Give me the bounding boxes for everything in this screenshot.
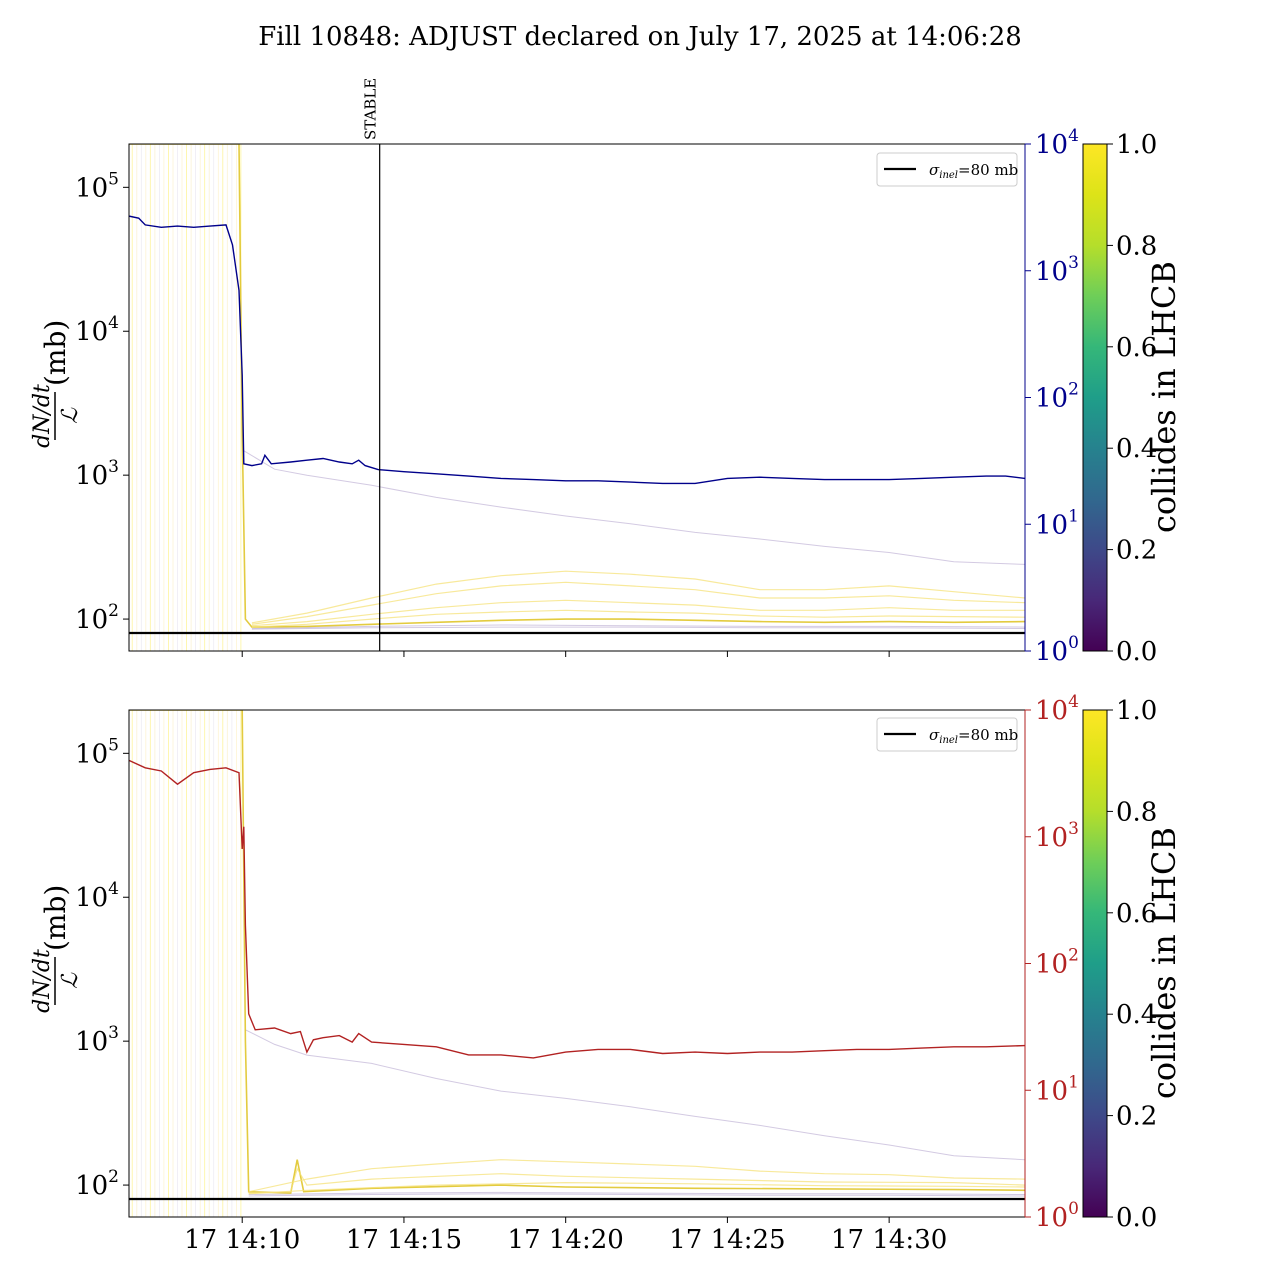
x-tick-label: 17 14:30 <box>831 1225 947 1255</box>
startup-spikes-top <box>131 144 242 651</box>
y-tick-label: 104 <box>75 879 119 913</box>
colorbar-tick-label: 0.6 <box>1116 899 1157 929</box>
y-tick-label: 104 <box>75 313 119 347</box>
bunch-line-colliding <box>248 1159 1025 1193</box>
right-axis-ticks-bottom: 100 101 102 103 104 <box>1025 692 1079 1233</box>
y-tick-label: 103 <box>75 457 119 491</box>
colorbar-bottom: 0.0 0.2 0.4 0.6 0.8 1.0 collides in LHCB <box>1082 696 1183 1233</box>
y-axis-ticks-top: 102 103 104 105 <box>75 169 129 635</box>
legend-bottom: σinel=80 mb <box>876 717 1018 752</box>
bunch-line-noncolliding <box>245 1029 1025 1161</box>
colorbar-tick-label: 0.8 <box>1116 797 1157 827</box>
bunch-line-colliding <box>251 581 1025 625</box>
axes-frame-bottom <box>128 709 1026 1218</box>
bunch-line-noncolliding <box>251 624 1025 629</box>
axes-frame-top <box>128 143 1026 652</box>
bunch-line-noncolliding <box>248 1193 1025 1197</box>
right-tick-label: 104 <box>1035 692 1079 726</box>
x-axis-ticks-top <box>241 651 890 657</box>
y-tick-label: 103 <box>75 1023 119 1057</box>
colorbar-tick-label: 0.2 <box>1116 1102 1157 1132</box>
y-label-numerator-bottom: dN/dt <box>30 949 55 1013</box>
legend-box-bottom <box>876 717 1018 752</box>
colorbar-tick-label: 1.0 <box>1116 696 1157 726</box>
stable-marker-label: STABLE <box>362 78 380 140</box>
legend-box-top <box>876 152 1018 187</box>
colorbar-tick-label: 0.0 <box>1116 1203 1157 1233</box>
bunch-line-colliding <box>129 144 1025 628</box>
y-label-numerator-top: dN/dt <box>30 384 55 448</box>
colorbar-tick-label: 0.2 <box>1116 536 1157 566</box>
y-label-unit-top: (mb) <box>39 320 72 386</box>
panel-top: STABLE 102 103 104 105 100 101 102 103 104 dN/d… <box>30 78 1183 667</box>
bunch-line-colliding <box>129 710 1025 1194</box>
bunch-line-noncolliding <box>251 626 1025 630</box>
bunch-line-colliding <box>251 570 1025 624</box>
colorbar-ticks-bottom: 0.0 0.2 0.4 0.6 0.8 1.0 <box>1107 696 1157 1233</box>
bunch-line-noncolliding <box>248 1191 1025 1195</box>
right-tick-label: 100 <box>1035 633 1079 667</box>
plot-area-bottom <box>129 710 1025 1217</box>
x-tick-label: 17 14:25 <box>669 1225 785 1255</box>
plot-area-top <box>129 144 1025 651</box>
colorbar-tick-label: 0.0 <box>1116 637 1157 667</box>
y-tick-label: 105 <box>75 169 119 203</box>
right-tick-label: 103 <box>1035 819 1079 853</box>
right-axis-ticks-top: 100 101 102 103 104 <box>1025 126 1079 667</box>
colorbar-tick-label: 0.4 <box>1116 1000 1157 1030</box>
y-label-unit-bottom: (mb) <box>39 885 72 951</box>
bunch-lines-bottom <box>129 710 1025 1197</box>
colorbar-top: 0.0 0.2 0.4 0.6 0.8 1.0 collides in LHCB <box>1082 130 1183 667</box>
bunch-lines-top <box>129 144 1025 630</box>
colorbar-label-top: collides in LHCB <box>1145 261 1183 533</box>
bunch-line-colliding <box>251 609 1025 628</box>
y-tick-label: 102 <box>75 1167 119 1201</box>
legend-top: σinel=80 mb <box>876 152 1018 187</box>
y-label-denominator-bottom: ℒ <box>58 972 83 989</box>
y-axis-label-bottom: dN/dt ℒ (mb) <box>30 885 83 1013</box>
x-tick-label: 17 14:15 <box>346 1225 462 1255</box>
colorbar-tick-label: 0.6 <box>1116 333 1157 363</box>
colorbar-tick-label: 0.8 <box>1116 231 1157 261</box>
right-tick-label: 102 <box>1035 380 1079 414</box>
right-tick-label: 101 <box>1035 506 1079 540</box>
legend-label-bottom: σinel=80 mb <box>929 726 1018 746</box>
y-label-denominator-top: ℒ <box>58 407 83 424</box>
y-axis-label-top: dN/dt ℒ (mb) <box>30 320 83 448</box>
right-tick-label: 104 <box>1035 126 1079 160</box>
right-tick-label: 103 <box>1035 253 1079 287</box>
bunch-line-noncolliding <box>241 449 1025 565</box>
bunch-line-colliding <box>251 599 1025 627</box>
x-axis-ticks-bottom: 17 14:10 17 14:15 17 14:20 17 14:25 17 14:30 <box>184 1217 947 1255</box>
colorbar-tick-label: 0.4 <box>1116 434 1157 464</box>
y-tick-label: 105 <box>75 735 119 769</box>
chart-title: Fill 10848: ADJUST declared on July 17, … <box>258 22 1022 52</box>
colorbar-gradient-top <box>1082 143 1108 652</box>
beam-intensity-line-top <box>129 215 1025 485</box>
right-tick-label: 100 <box>1035 1199 1079 1233</box>
bunch-line-colliding <box>248 1167 1025 1194</box>
beam-intensity-line-bottom <box>129 759 1025 1059</box>
legend-label-top: σinel=80 mb <box>929 161 1018 181</box>
x-tick-label: 17 14:20 <box>508 1225 624 1255</box>
right-tick-label: 102 <box>1035 946 1079 980</box>
bunch-line-colliding <box>248 1181 1025 1195</box>
startup-spikes-bottom <box>131 710 242 1217</box>
colorbar-gradient-bottom <box>1082 709 1108 1218</box>
y-axis-ticks-bottom: 102 103 104 105 <box>75 735 129 1201</box>
x-tick-label: 17 14:10 <box>184 1225 300 1255</box>
colorbar-ticks-top: 0.0 0.2 0.4 0.6 0.8 1.0 <box>1107 130 1157 667</box>
colorbar-label-bottom: collides in LHCB <box>1145 827 1183 1099</box>
y-tick-label: 102 <box>75 601 119 635</box>
right-tick-label: 101 <box>1035 1072 1079 1106</box>
colorbar-tick-label: 1.0 <box>1116 130 1157 160</box>
